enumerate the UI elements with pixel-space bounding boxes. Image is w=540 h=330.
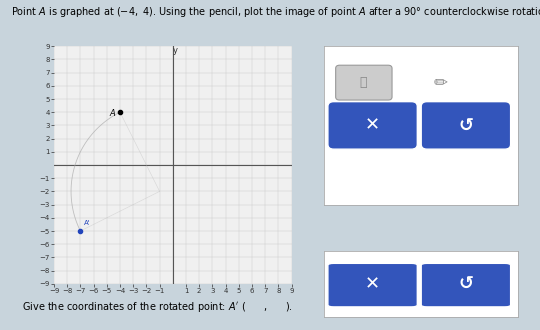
FancyBboxPatch shape [328, 263, 417, 307]
Text: ✕: ✕ [365, 116, 380, 134]
Text: ✏: ✏ [434, 74, 448, 92]
FancyBboxPatch shape [421, 263, 511, 307]
Text: A': A' [84, 220, 91, 226]
Text: Give the coordinates of the rotated point: $A'$ (      ,      ).: Give the coordinates of the rotated poin… [22, 300, 293, 313]
Text: ✕: ✕ [365, 275, 380, 293]
FancyBboxPatch shape [421, 102, 511, 149]
Text: ↺: ↺ [458, 116, 474, 134]
Text: Point $A$ is graphed at $(-4,\ 4)$. Using the pencil, plot the image of point $A: Point $A$ is graphed at $(-4,\ 4)$. Usin… [11, 5, 540, 19]
FancyBboxPatch shape [328, 102, 417, 149]
Text: ↺: ↺ [458, 275, 474, 293]
FancyBboxPatch shape [336, 65, 392, 100]
Text: ⬜: ⬜ [359, 76, 367, 89]
Text: A: A [109, 109, 114, 118]
Text: y: y [172, 46, 177, 55]
